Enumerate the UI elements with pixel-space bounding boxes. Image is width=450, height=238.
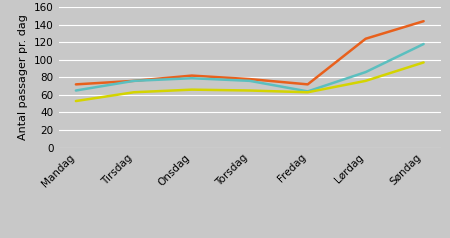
Hestehaven (t=550) — [131, 79, 136, 82]
Mols Bjerge (t=492) — [305, 91, 310, 94]
Hestehaven (t=550) — [305, 90, 310, 93]
Rude Skov (t=639) — [189, 74, 194, 77]
Rude Skov (t=639) — [421, 20, 426, 23]
Hestehaven (t=550) — [421, 43, 426, 45]
Mols Bjerge (t=492) — [421, 61, 426, 64]
Rude Skov (t=639) — [73, 83, 79, 86]
Rude Skov (t=639) — [131, 79, 136, 82]
Line: Rude Skov (t=639): Rude Skov (t=639) — [76, 21, 423, 84]
Y-axis label: Antal passager pr. dag: Antal passager pr. dag — [18, 15, 28, 140]
Rude Skov (t=639) — [305, 83, 310, 86]
Line: Mols Bjerge (t=492): Mols Bjerge (t=492) — [76, 62, 423, 101]
Mols Bjerge (t=492) — [73, 100, 79, 103]
Mols Bjerge (t=492) — [247, 89, 252, 92]
Mols Bjerge (t=492) — [189, 88, 194, 91]
Mols Bjerge (t=492) — [131, 91, 136, 94]
Rude Skov (t=639) — [247, 78, 252, 80]
Hestehaven (t=550) — [189, 77, 194, 80]
Hestehaven (t=550) — [73, 89, 79, 92]
Hestehaven (t=550) — [247, 79, 252, 82]
Mols Bjerge (t=492) — [363, 79, 369, 82]
Rude Skov (t=639) — [363, 37, 369, 40]
Hestehaven (t=550) — [363, 71, 369, 74]
Line: Hestehaven (t=550): Hestehaven (t=550) — [76, 44, 423, 91]
